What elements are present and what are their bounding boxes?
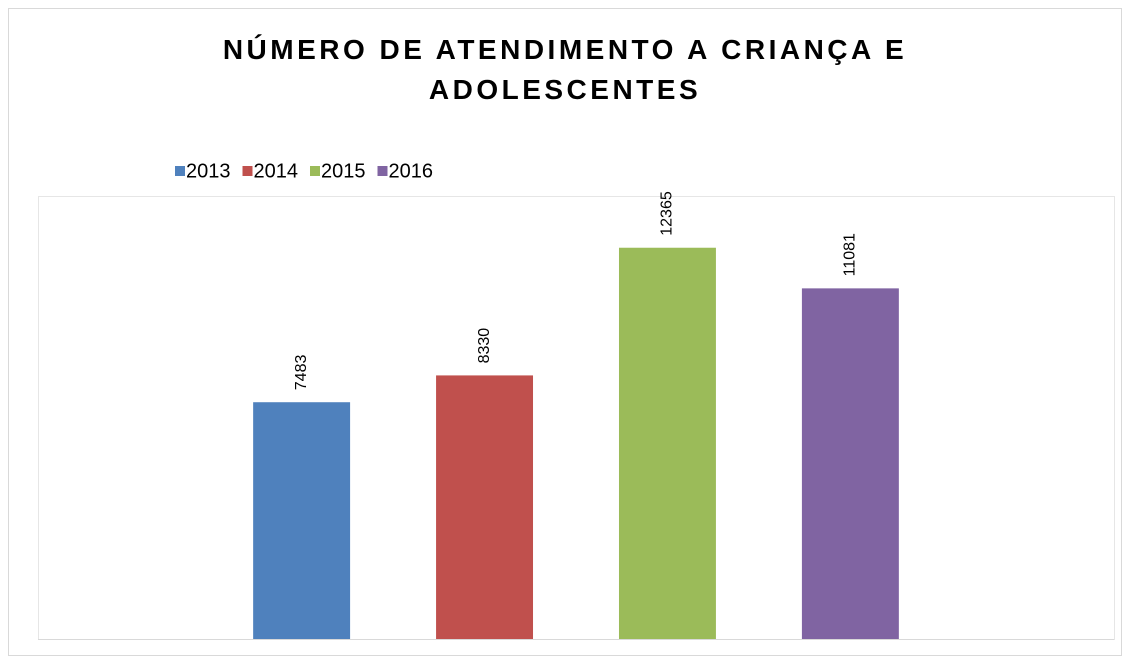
bar bbox=[436, 375, 534, 639]
legend-swatch bbox=[175, 166, 185, 176]
bar bbox=[253, 402, 351, 639]
plot-border bbox=[38, 196, 1115, 640]
chart-title: NÚMERO DE ATENDIMENTO A CRIANÇA E ADOLES… bbox=[222, 34, 908, 105]
data-label: 12365 bbox=[659, 191, 676, 236]
legend-swatch bbox=[242, 166, 253, 176]
data-label: 8330 bbox=[476, 328, 493, 364]
legend-label: 2015 bbox=[321, 160, 366, 182]
bar bbox=[618, 247, 716, 639]
legend-label: 2016 bbox=[389, 160, 434, 182]
legend-swatch bbox=[310, 166, 320, 176]
legend-label: 2014 bbox=[254, 160, 299, 182]
legend-swatch bbox=[377, 166, 388, 176]
chart-border bbox=[8, 8, 1122, 656]
data-label: 11081 bbox=[842, 233, 859, 276]
bar bbox=[801, 288, 899, 639]
data-label: 7483 bbox=[293, 355, 310, 391]
legend-label: 2013 bbox=[186, 160, 231, 182]
